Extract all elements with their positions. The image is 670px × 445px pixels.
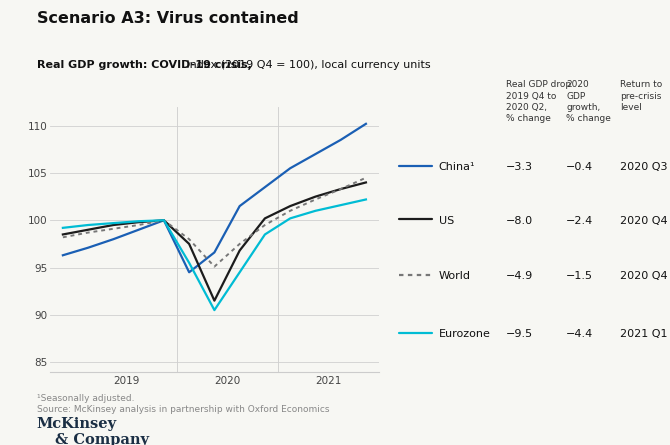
Text: −4.9: −4.9 xyxy=(506,271,533,281)
Text: −1.5: −1.5 xyxy=(566,271,593,281)
Text: McKinsey: McKinsey xyxy=(37,417,117,431)
Text: 2020 Q4: 2020 Q4 xyxy=(620,271,667,281)
Text: Eurozone: Eurozone xyxy=(439,329,490,339)
Text: −3.3: −3.3 xyxy=(506,162,533,172)
Text: Scenario A3: Virus contained: Scenario A3: Virus contained xyxy=(37,11,299,26)
Text: & Company: & Company xyxy=(55,433,149,445)
Text: 2020 Q4: 2020 Q4 xyxy=(620,216,667,226)
Text: 2020 Q3: 2020 Q3 xyxy=(620,162,667,172)
Text: −2.4: −2.4 xyxy=(566,216,594,226)
Text: Real GDP drop
2019 Q4 to
2020 Q2,
% change: Real GDP drop 2019 Q4 to 2020 Q2, % chan… xyxy=(506,80,571,123)
Text: −0.4: −0.4 xyxy=(566,162,593,172)
Text: Return to
pre-crisis
level: Return to pre-crisis level xyxy=(620,80,662,112)
Text: China¹: China¹ xyxy=(439,162,475,172)
Text: 2021 Q1: 2021 Q1 xyxy=(620,329,667,339)
Text: index (2019 Q4 = 100), local currency units: index (2019 Q4 = 100), local currency un… xyxy=(183,60,431,70)
Text: 2020
GDP
growth,
% change: 2020 GDP growth, % change xyxy=(566,80,611,123)
Text: −8.0: −8.0 xyxy=(506,216,533,226)
Text: Real GDP growth: COVID-19 crisis,: Real GDP growth: COVID-19 crisis, xyxy=(37,60,252,70)
Text: World: World xyxy=(439,271,471,281)
Text: US: US xyxy=(439,216,454,226)
Text: Source: McKinsey analysis in partnership with Oxford Economics: Source: McKinsey analysis in partnership… xyxy=(37,405,330,414)
Text: −9.5: −9.5 xyxy=(506,329,533,339)
Text: −4.4: −4.4 xyxy=(566,329,594,339)
Text: ¹Seasonally adjusted.: ¹Seasonally adjusted. xyxy=(37,394,135,403)
